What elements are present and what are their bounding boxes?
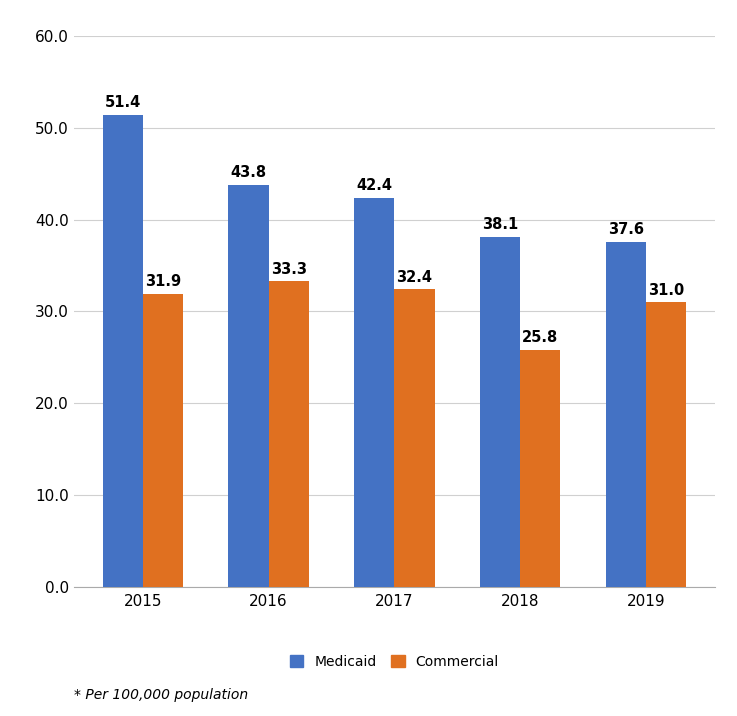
Bar — [480, 237, 520, 587]
Legend: Medicaid, Commercial: Medicaid, Commercial — [284, 649, 505, 674]
Bar — [143, 294, 183, 587]
Text: 38.1: 38.1 — [482, 218, 518, 233]
Text: 37.6: 37.6 — [607, 222, 643, 237]
Bar — [268, 281, 309, 587]
Text: 31.9: 31.9 — [145, 274, 181, 289]
Text: * Per 100,000 population: * Per 100,000 population — [74, 687, 248, 702]
Text: 42.4: 42.4 — [356, 178, 392, 193]
Bar — [354, 198, 394, 587]
Bar — [394, 289, 435, 587]
Text: 31.0: 31.0 — [648, 283, 684, 298]
Text: 32.4: 32.4 — [397, 270, 433, 285]
Bar — [520, 350, 560, 587]
Bar — [102, 115, 143, 587]
Bar — [606, 241, 646, 587]
Bar — [228, 185, 268, 587]
Text: 51.4: 51.4 — [105, 95, 141, 110]
Bar — [646, 302, 686, 587]
Text: 25.8: 25.8 — [522, 331, 558, 345]
Text: 43.8: 43.8 — [231, 165, 267, 180]
Text: 33.3: 33.3 — [270, 261, 307, 276]
